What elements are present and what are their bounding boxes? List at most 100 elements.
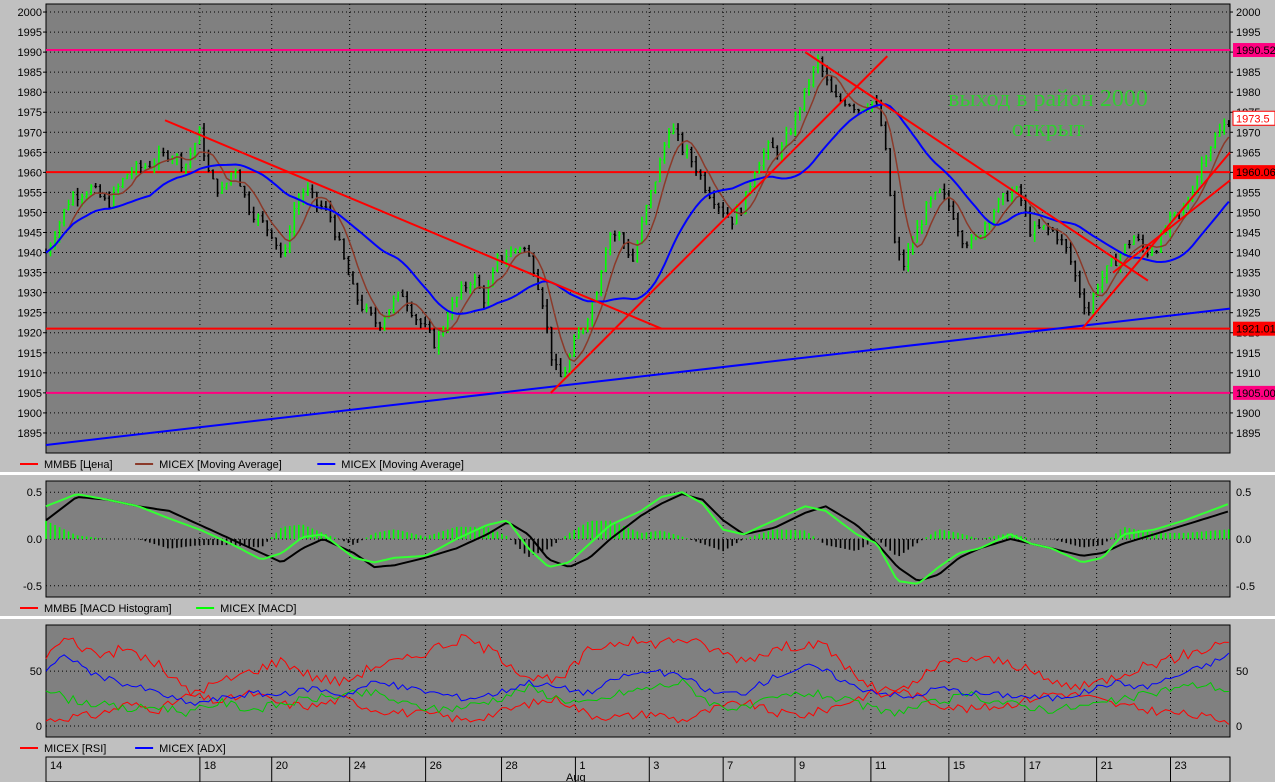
price-y-tick-label: 1970 (18, 127, 42, 139)
time-axis-label: 1 (579, 760, 585, 772)
price-y-tick-label: 1930 (18, 288, 42, 300)
macd-lines (45, 491, 1229, 585)
time-axis-label: 20 (276, 760, 288, 772)
price-level-tag-text: 1921.01 (1236, 324, 1275, 336)
price-y-tick-label: 1940 (18, 248, 42, 260)
rsi-legend: MICEX [RSI] MICEX [ADX] (20, 743, 226, 755)
time-axis-label: 28 (506, 760, 518, 772)
month-label: Aug (566, 772, 586, 782)
legend-label: MICEX [MACD] (220, 603, 296, 615)
annotation-line-1: выход в район 2000 (948, 86, 1148, 112)
legend-label: ММВБ [MACD Histogram] (44, 603, 172, 615)
price-y-tick-label: 1960 (18, 167, 42, 179)
time-axis-label: 11 (875, 760, 886, 772)
price-y-tick-label: 1915 (18, 348, 42, 360)
macd-y-axis: 0.5 0.5 0.0 0.0 -0.5 -0.5 (23, 487, 1255, 593)
time-axis-label: 15 (953, 760, 965, 772)
price-level-tag-background (1233, 43, 1275, 58)
price-y-tick-label: 1980 (1236, 87, 1260, 99)
macd-legend: ММВБ [MACD Histogram] MICEX [MACD] (20, 603, 297, 615)
macd-y-tick-label: -0.5 (1236, 581, 1255, 593)
time-axis-label: 3 (653, 760, 659, 772)
price-y-tick-label: 1955 (18, 187, 42, 199)
price-y-tick-label: 1930 (1236, 288, 1260, 300)
price-y-tick-label: 1985 (18, 67, 42, 79)
price-y-tick-label: 1895 (18, 428, 42, 440)
price-legend: ММВБ [Цена] MICEX [Moving Average] MICEX [… (20, 459, 464, 471)
time-axis-label: 23 (1174, 760, 1186, 772)
trendline (550, 55, 889, 394)
price-y-tick-label: 1950 (18, 207, 42, 219)
legend-label: MICEX [Moving Average] (159, 459, 282, 471)
price-level-tag-background (1233, 165, 1275, 180)
trendline (1112, 179, 1231, 274)
rsi-y-axis: 50 50 0 0 (30, 666, 1249, 733)
rsi-plot-area (45, 624, 1231, 738)
rsi-y-tick-label: 50 (1236, 666, 1248, 678)
price-grid (45, 4, 1230, 453)
time-axis-label: 7 (727, 760, 733, 772)
time-axis-label: 17 (1029, 760, 1041, 772)
time-axis[interactable]: 14 18 20 24 26 28 1 3 7 9 11 15 17 21 23 Aug (45, 756, 1231, 782)
price-y-tick-label: 1990 (18, 47, 42, 59)
time-axis-background (45, 756, 1231, 782)
price-y-tick-label: 1920 (18, 328, 42, 340)
time-axis-label: 18 (204, 760, 216, 772)
price-y-tick-label: 2000 (18, 7, 42, 19)
panel-separator[interactable] (0, 616, 1275, 619)
macd-y-tick-label: 0.5 (27, 487, 42, 499)
rsi-y-tick-label: 0 (1236, 721, 1242, 733)
trendline (164, 119, 662, 330)
price-level-tag-text: 1973.5 (1236, 113, 1270, 125)
price-y-tick-label: 1925 (18, 308, 42, 320)
price-level-tag-text: 1990.52 (1236, 45, 1275, 57)
rsi-adx-panel[interactable]: 50 50 0 0 (30, 624, 1249, 738)
moving-average-fast-line (45, 74, 1230, 363)
time-axis-label: 24 (354, 760, 366, 772)
price-y-tick-label: 1970 (1236, 127, 1260, 139)
price-level-tags: 1990.52 1973.5 1960.06 1921.01 1905.00 (1232, 43, 1275, 400)
macd-line (45, 491, 1229, 585)
price-y-tick-label: 1945 (1236, 228, 1260, 240)
price-plot-area (45, 3, 1231, 454)
price-y-tick-label: 1935 (1236, 268, 1260, 280)
time-axis-label: 9 (799, 760, 805, 772)
price-y-tick-label: 1925 (1236, 308, 1260, 320)
adx-line (45, 652, 1230, 707)
macd-y-tick-label: 0.0 (27, 534, 42, 546)
legend-label: MICEX [RSI] (44, 743, 106, 755)
time-axis-label: 21 (1101, 760, 1113, 772)
price-y-tick-label: 1950 (1236, 207, 1260, 219)
trendline (804, 51, 1149, 282)
price-y-tick-label: 1995 (1236, 27, 1260, 39)
price-y-tick-label: 1965 (18, 147, 42, 159)
legend-label: MICEX [ADX] (159, 743, 226, 755)
minus-di-line (45, 686, 1230, 725)
moving-average-slow-line (45, 103, 1230, 315)
price-y-tick-label: 1935 (18, 268, 42, 280)
rsi-line (45, 634, 1229, 698)
rsi-adx-lines (45, 634, 1230, 725)
rsi-y-tick-label: 50 (30, 666, 42, 678)
price-level-tag-background (1232, 110, 1275, 126)
price-panel[interactable]: 2000 1995 1990 1985 1980 1975 1970 1965 1960 1955… (18, 3, 1275, 454)
price-y-tick-label: 1980 (18, 87, 42, 99)
legend-label: MICEX [Moving Average] (341, 459, 464, 471)
annotation-line-2: открыт (1012, 116, 1085, 142)
price-y-tick-label: 1900 (1236, 408, 1260, 420)
price-y-tick-label: 1910 (1236, 368, 1260, 380)
trendline (1081, 151, 1231, 330)
price-level-tag-background (1233, 385, 1275, 400)
price-y-tick-label: 1915 (1236, 348, 1260, 360)
price-y-tick-label: 1905 (18, 388, 42, 400)
macd-y-tick-label: 0.0 (1236, 534, 1251, 546)
price-y-tick-label: 1945 (18, 228, 42, 240)
price-moving-averages (45, 74, 1230, 363)
panel-separator[interactable] (0, 472, 1275, 475)
legend-label: ММВБ [Цена] (44, 459, 113, 471)
price-levels (46, 49, 1230, 394)
rsi-y-tick-label: 0 (36, 721, 42, 733)
price-y-tick-label: 1985 (1236, 67, 1260, 79)
macd-panel[interactable]: 0.5 0.5 0.0 0.0 -0.5 -0.5 (23, 480, 1255, 598)
macd-y-tick-label: -0.5 (23, 581, 42, 593)
